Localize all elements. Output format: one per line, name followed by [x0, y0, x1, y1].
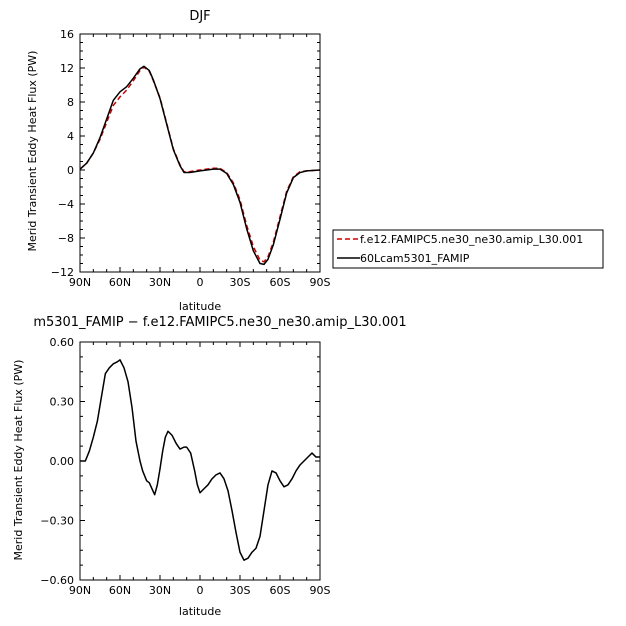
bottom-x-tick-label: 60S — [270, 584, 291, 597]
bottom-x-tick-label: 0 — [197, 584, 204, 597]
top-y-tick-label: −4 — [58, 198, 74, 211]
top-series-line-0 — [79, 66, 321, 263]
bottom-x-tick-label: 30N — [149, 584, 171, 597]
bottom-x-tick-label: 60N — [109, 584, 131, 597]
bottom-panel-y-axis-title: Merid Transient Eddy Heat Flux (PW) — [12, 360, 25, 561]
bottom-plot-frame — [79, 341, 321, 581]
top-panel-title: DJF — [189, 9, 210, 24]
top-y-tick-label: 4 — [67, 130, 74, 143]
top-x-tick-label: 90S — [310, 276, 331, 289]
legend-label-0: f.e12.FAMIPC5.ne30_ne30.amip_L30.001 — [360, 233, 583, 246]
top-plot-area: 90N 60N 30N 0 30S 60S 90S −12 −8 −4 0 4 8 12 16 — [51, 28, 331, 289]
top-y-tick-label: −12 — [51, 266, 74, 279]
bottom-y-tick-label: 0.60 — [50, 336, 75, 349]
bottom-series-line-0 — [80, 359, 320, 561]
top-x-tick-label: 0 — [197, 276, 204, 289]
bottom-panel-title: m5301_FAMIP − f.e12.FAMIPC5.ne30_ne30.am… — [33, 315, 406, 330]
top-y-tick-label: 16 — [60, 28, 74, 41]
top-plot-frame — [79, 33, 321, 273]
bottom-panel-x-axis-title: latitude — [179, 605, 221, 618]
top-panel: DJF latitude Merid Transient Eddy Heat F… — [26, 9, 331, 313]
top-panel-y-axis-title: Merid Transient Eddy Heat Flux (PW) — [26, 51, 39, 252]
top-y-tick-label: 12 — [60, 62, 74, 75]
bottom-y-tick-label: 0.00 — [50, 455, 75, 468]
legend-label-1: 60Lcam5301_FAMIP — [360, 252, 470, 265]
top-y-tick-label: −8 — [58, 232, 74, 245]
top-y-tick-label: 8 — [67, 96, 74, 109]
top-x-tick-label: 90N — [69, 276, 91, 289]
bottom-y-tick-label: −0.60 — [40, 574, 74, 587]
top-y-tick-label: 0 — [67, 164, 74, 177]
top-series-line-1 — [79, 65, 321, 266]
bottom-y-tick-label: 0.30 — [50, 396, 75, 409]
legend: f.e12.FAMIPC5.ne30_ne30.amip_L30.001 60L… — [332, 229, 604, 269]
legend-box — [332, 229, 604, 269]
top-x-tick-label: 30S — [230, 276, 251, 289]
top-x-tick-label: 60N — [109, 276, 131, 289]
bottom-x-tick-label: 30S — [230, 584, 251, 597]
bottom-x-tick-label: 90N — [69, 584, 91, 597]
bottom-x-tick-label: 90S — [310, 584, 331, 597]
top-panel-x-axis-title: latitude — [179, 300, 221, 313]
top-x-tick-label: 30N — [149, 276, 171, 289]
bottom-y-tick-label: −0.30 — [40, 515, 74, 528]
bottom-plot-area: 90N 60N 30N 0 30S 60S 90S −0.60 −0.30 0.00 0.30 0.6… — [40, 336, 330, 597]
top-x-tick-label: 60S — [270, 276, 291, 289]
bottom-panel: m5301_FAMIP − f.e12.FAMIPC5.ne30_ne30.am… — [12, 315, 407, 618]
